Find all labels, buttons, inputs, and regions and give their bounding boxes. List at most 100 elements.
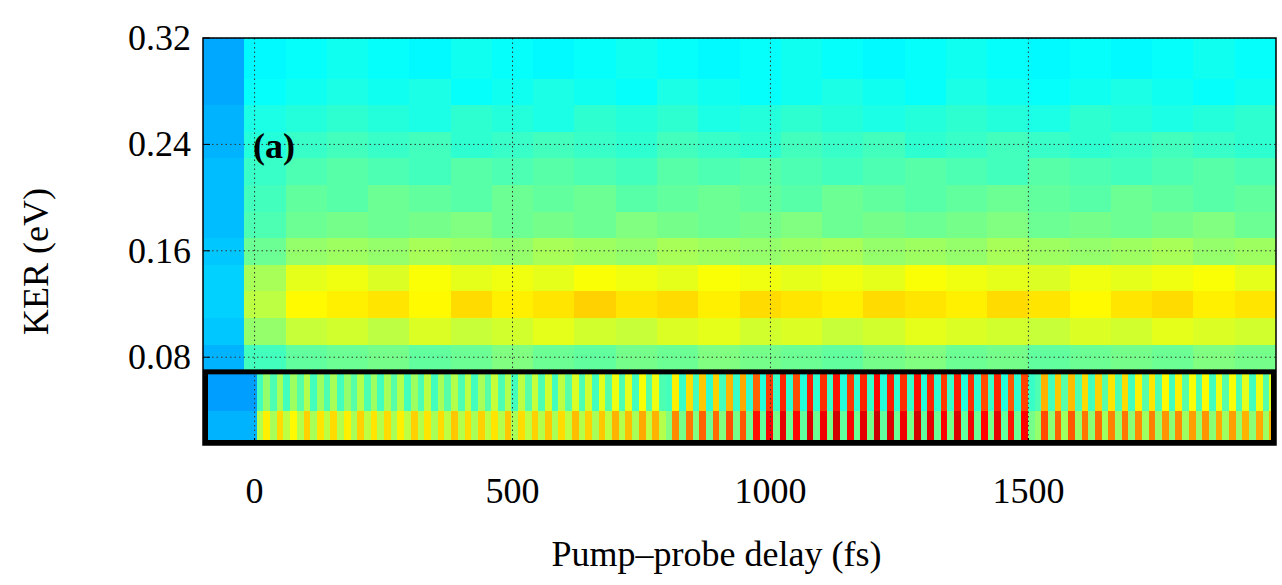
heatmap-cell [451, 317, 493, 344]
tick-mark [254, 438, 255, 445]
heatmap-cell [1128, 410, 1135, 445]
tick-mark [203, 250, 210, 251]
heatmap-cell [304, 410, 311, 445]
heatmap-cell [657, 264, 699, 291]
heatmap-cell [698, 211, 740, 238]
tick-mark [203, 357, 210, 358]
heatmap-cell [327, 317, 369, 344]
heatmap-cell [746, 372, 753, 411]
heatmap-cell [478, 410, 485, 445]
heatmap-cell [237, 372, 244, 411]
heatmap-cell [813, 372, 820, 411]
heatmap-cell [572, 372, 579, 411]
heatmap-cell [243, 372, 250, 411]
heatmap-cell [699, 410, 706, 445]
heatmap-cell [822, 184, 864, 211]
heatmap-cell [237, 410, 244, 445]
heatmap-cell [1028, 78, 1070, 105]
heatmap-cell [574, 158, 616, 185]
heatmap-cell [905, 344, 947, 373]
heatmap-cell [244, 344, 286, 373]
heatmap-cell [1111, 264, 1153, 291]
heatmap-cell [698, 238, 740, 265]
heatmap-cell [203, 264, 245, 291]
heatmap-cell [827, 410, 834, 445]
heatmap-cell [887, 372, 894, 411]
heatmap-cell [471, 410, 478, 445]
heatmap-cell [652, 410, 659, 445]
heatmap-cell [368, 317, 410, 344]
heatmap-cell [740, 372, 747, 411]
heatmap-cell [1111, 158, 1153, 185]
heatmap-cell [518, 410, 525, 445]
heatmap-cell [639, 372, 646, 411]
heatmap-cell [1068, 372, 1075, 411]
heatmap-cell [444, 372, 451, 411]
heatmap-cell [409, 211, 451, 238]
heatmap-cell [351, 372, 358, 411]
heatmap-cell [216, 410, 223, 445]
heatmap-cell [1028, 317, 1070, 344]
heatmap-cell [409, 78, 451, 105]
heatmap-cell [1028, 211, 1070, 238]
heatmap-cell [444, 410, 451, 445]
x-tick-label: 1000 [734, 471, 806, 511]
tick-mark [1028, 438, 1029, 445]
heatmap-cell [451, 105, 493, 132]
heatmap-cell [780, 410, 787, 445]
y-tick-label: 0.24 [128, 124, 191, 164]
heatmap-cell [740, 264, 782, 291]
heatmap-cell [250, 410, 257, 445]
heatmap-cell [740, 410, 747, 445]
heatmap-cell [565, 372, 572, 411]
heatmap-cell [1229, 372, 1236, 411]
heatmap-cell [894, 372, 901, 411]
heatmap-cell [822, 264, 864, 291]
heatmap-cell [941, 372, 948, 411]
heatmap-cell [505, 410, 512, 445]
heatmap-cell [1256, 372, 1263, 411]
heatmap-cell [672, 372, 679, 411]
heatmap-cell [740, 78, 782, 105]
heatmap-cell [914, 372, 921, 411]
heatmap-cell [947, 410, 954, 445]
heatmap-cell [822, 344, 864, 373]
heatmap-cell [833, 372, 840, 411]
heatmap-cell [961, 372, 968, 411]
heatmap-cell [698, 158, 740, 185]
heatmap-cell [330, 410, 337, 445]
heatmap-cell [1256, 410, 1263, 445]
heatmap-cell [863, 158, 905, 185]
heatmap-cell [854, 372, 861, 411]
heatmap-cell [1193, 344, 1235, 373]
heatmap-cell [840, 410, 847, 445]
heatmap-cell [781, 184, 823, 211]
heatmap-cell [657, 291, 699, 318]
panel-label: (a) [253, 126, 295, 166]
heatmap-cell [927, 372, 934, 411]
heatmap-cell [1142, 410, 1149, 445]
heatmap-cell [833, 410, 840, 445]
heatmap-cell [458, 410, 465, 445]
heatmap-cell [1028, 184, 1070, 211]
heatmap-cell [286, 211, 328, 238]
heatmap-cell [1193, 78, 1235, 105]
heatmap-cell [203, 78, 245, 105]
heatmap-cell [632, 410, 639, 445]
heatmap-cell [905, 264, 947, 291]
heatmap-cell [1111, 291, 1153, 318]
heatmap-cell [327, 211, 369, 238]
heatmap-cell [1209, 410, 1216, 445]
heatmap-cell [283, 372, 290, 411]
heatmap-cell [244, 78, 286, 105]
heatmap-cell [863, 344, 905, 373]
heatmap-cell [1149, 410, 1156, 445]
heatmap-cell [1236, 372, 1243, 411]
heatmap-cell [257, 372, 264, 411]
heatmap-cell [324, 410, 331, 445]
heatmap-cell [364, 410, 371, 445]
heatmap-cell [270, 410, 277, 445]
heatmap-cell [666, 410, 673, 445]
heatmap-cell [451, 78, 493, 105]
heatmap-cell [574, 264, 616, 291]
